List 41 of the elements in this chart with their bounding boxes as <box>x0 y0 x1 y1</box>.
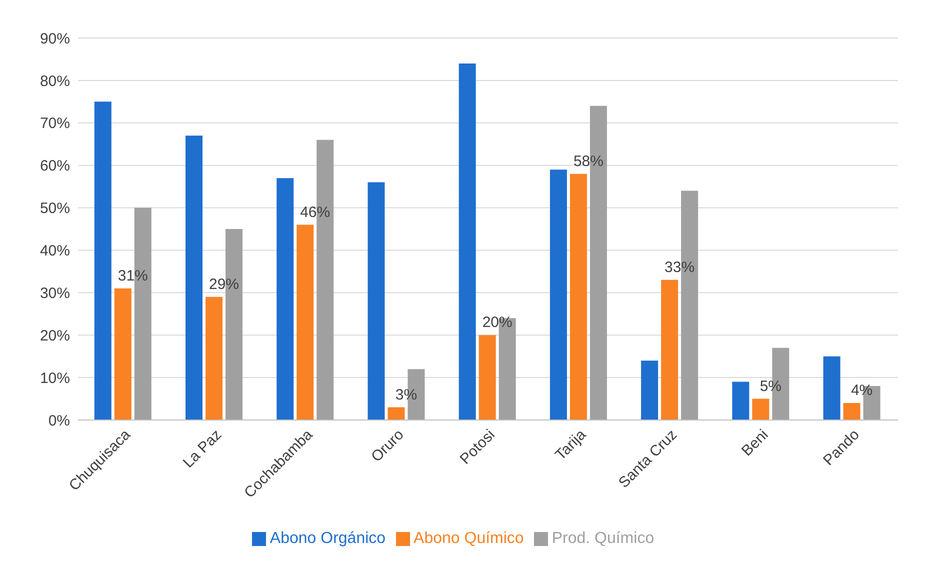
y-tick-label: 0% <box>48 412 70 430</box>
bar <box>388 407 405 420</box>
y-tick-label: 90% <box>40 30 70 48</box>
y-tick-label: 70% <box>40 115 70 132</box>
bar <box>206 296 223 420</box>
legend-label: Abono Orgánico <box>270 530 386 547</box>
data-label: 3% <box>395 386 418 404</box>
data-label: 20% <box>482 314 512 332</box>
bar <box>458 63 476 420</box>
data-label: 33% <box>664 258 695 276</box>
legend-label: Abono Químico <box>414 530 524 547</box>
bar <box>94 102 112 420</box>
data-label: 5% <box>760 378 782 395</box>
bar <box>843 403 860 420</box>
bar <box>661 280 678 420</box>
bar <box>550 170 567 420</box>
y-tick-label: 10% <box>40 370 70 387</box>
data-label: 29% <box>208 276 240 293</box>
legend-label: Prod. Químico <box>552 530 654 547</box>
y-tick-label: 30% <box>40 284 70 302</box>
bar <box>276 178 294 420</box>
bar <box>114 288 132 420</box>
bar <box>732 382 750 420</box>
data-label: 46% <box>300 204 330 221</box>
bar <box>478 335 496 420</box>
bar <box>296 224 314 420</box>
y-tick-label: 60% <box>40 158 70 175</box>
bar <box>641 360 658 420</box>
bar <box>570 174 587 420</box>
y-tick-label: 50% <box>40 200 70 218</box>
data-label: 4% <box>850 382 873 400</box>
bar <box>823 356 840 420</box>
bar <box>186 136 203 420</box>
data-label: 58% <box>573 152 604 170</box>
data-label: 31% <box>118 267 148 284</box>
y-tick-label: 80% <box>40 72 70 90</box>
y-tick-label: 40% <box>40 242 70 260</box>
y-tick-label: 20% <box>40 327 70 344</box>
bar <box>752 398 770 420</box>
bar <box>368 182 385 420</box>
x-tick-label: La Paz <box>180 426 226 472</box>
